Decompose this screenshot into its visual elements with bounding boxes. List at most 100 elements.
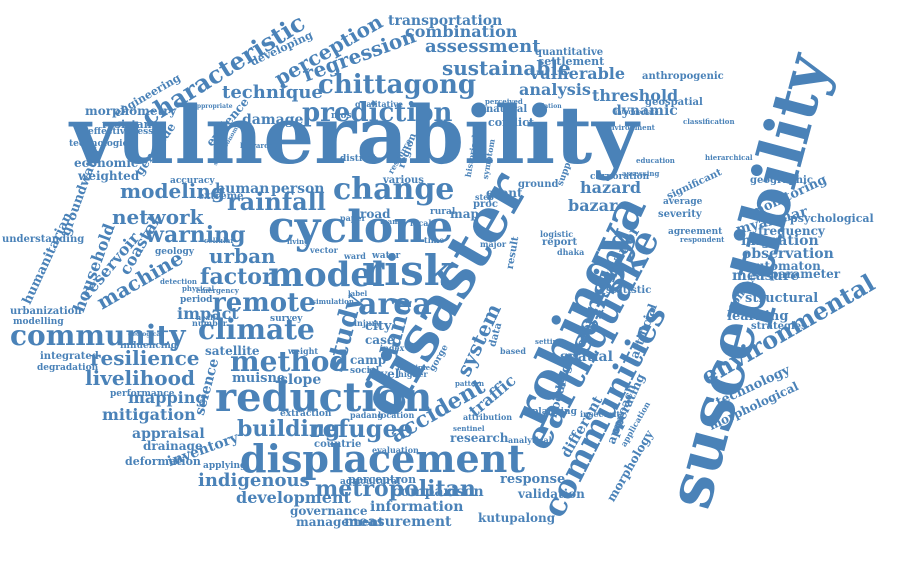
word: measure bbox=[732, 268, 800, 284]
word: migration bbox=[741, 233, 819, 249]
word: psychological bbox=[790, 212, 874, 225]
word: performance bbox=[110, 389, 175, 399]
word: physical bbox=[182, 284, 215, 293]
word: water bbox=[372, 251, 401, 261]
word: various bbox=[383, 175, 424, 186]
word: injury bbox=[354, 318, 381, 328]
word: geology bbox=[155, 247, 194, 257]
word: measurement bbox=[344, 514, 452, 530]
word: event bbox=[486, 186, 523, 200]
word: agreement bbox=[668, 227, 723, 237]
word: padang bbox=[350, 410, 383, 420]
word: validation bbox=[518, 487, 585, 501]
word: reduction bbox=[215, 374, 433, 421]
word: simulation bbox=[312, 297, 354, 306]
word: report bbox=[542, 237, 578, 248]
word: learning bbox=[727, 309, 789, 324]
word: modeling bbox=[120, 179, 225, 203]
word: number bbox=[192, 318, 227, 328]
word: model bbox=[268, 255, 385, 295]
word: social bbox=[350, 366, 380, 376]
word: statistic bbox=[606, 285, 652, 296]
word: relation bbox=[535, 103, 562, 110]
word: strategies bbox=[751, 321, 807, 332]
word: district bbox=[340, 154, 377, 164]
word: mitigation bbox=[102, 405, 196, 424]
word: perceived bbox=[485, 97, 523, 106]
word: metropolitan bbox=[315, 476, 476, 502]
word: team bbox=[380, 217, 400, 226]
word: step bbox=[475, 192, 494, 202]
word: analysis bbox=[519, 80, 591, 99]
word: remote bbox=[212, 288, 316, 318]
word: countrie bbox=[314, 439, 362, 450]
word: multiple bbox=[397, 363, 431, 372]
word: average bbox=[663, 197, 703, 207]
word: spatial bbox=[560, 349, 613, 365]
word: humanitarian bbox=[19, 210, 76, 307]
word: drainage bbox=[143, 439, 203, 453]
word: integrated bbox=[40, 351, 99, 362]
word: paper bbox=[340, 213, 366, 223]
word: living bbox=[287, 237, 310, 246]
word: evaluation bbox=[372, 445, 419, 455]
word: frequency bbox=[758, 224, 825, 238]
word: city bbox=[365, 319, 392, 334]
word: anthropogenic bbox=[642, 71, 724, 82]
word: period bbox=[180, 295, 213, 305]
word: management bbox=[296, 515, 384, 529]
word: indigenous bbox=[198, 470, 310, 491]
word: chittagong bbox=[318, 70, 477, 100]
word: development bbox=[236, 488, 351, 507]
word: local bbox=[410, 218, 432, 228]
word: threshold bbox=[592, 86, 679, 105]
word: sentinel bbox=[453, 424, 485, 433]
word: cyclone bbox=[268, 202, 454, 253]
word: classification bbox=[683, 117, 735, 126]
word: deformation bbox=[125, 455, 201, 468]
word: most bbox=[331, 111, 356, 121]
word: health bbox=[196, 313, 222, 322]
word: community bbox=[10, 319, 186, 352]
word: agricultural bbox=[340, 477, 401, 487]
word: warning bbox=[145, 222, 246, 248]
word: satellite bbox=[205, 344, 260, 358]
word: education bbox=[636, 156, 675, 165]
word: label bbox=[348, 289, 368, 298]
word: level bbox=[368, 367, 400, 381]
word: degradation bbox=[37, 363, 99, 373]
word: perceptron bbox=[348, 473, 417, 486]
word: settlement bbox=[538, 55, 605, 68]
word: factor bbox=[200, 264, 274, 290]
word: resistance bbox=[102, 118, 166, 131]
word: weight bbox=[288, 346, 319, 356]
word: ward bbox=[344, 251, 366, 261]
word: extreme bbox=[198, 191, 244, 202]
word: qualitative bbox=[355, 99, 404, 109]
word: livelihood bbox=[85, 366, 195, 390]
word: influencing bbox=[120, 341, 178, 351]
word: survey bbox=[270, 314, 303, 324]
word: vector bbox=[310, 245, 338, 255]
word: appraisal bbox=[132, 426, 205, 442]
word: observation bbox=[742, 246, 834, 262]
word: location bbox=[378, 410, 415, 420]
word: applying bbox=[203, 461, 247, 471]
word: geological bbox=[128, 331, 163, 338]
word: displacement bbox=[240, 436, 525, 481]
word: impact bbox=[177, 304, 239, 323]
word: camp bbox=[350, 353, 387, 367]
word: environment bbox=[605, 123, 655, 132]
word: pattern bbox=[455, 379, 485, 388]
word: rural bbox=[430, 207, 456, 217]
word: ground bbox=[518, 179, 559, 190]
word: mapping bbox=[128, 388, 207, 407]
word: hazard bbox=[580, 178, 642, 197]
word: morphometry bbox=[85, 104, 177, 118]
word: transportation bbox=[388, 13, 503, 29]
word: response bbox=[500, 472, 566, 487]
word: analytical bbox=[508, 435, 552, 445]
word: resilience bbox=[90, 346, 200, 370]
word: logistic bbox=[540, 229, 574, 239]
